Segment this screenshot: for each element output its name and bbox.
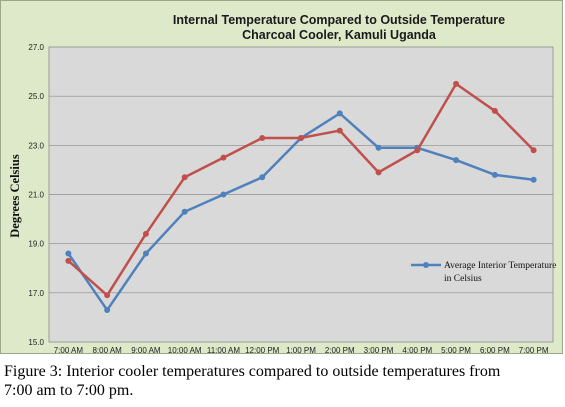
- data-point: [142, 230, 149, 237]
- data-point: [181, 208, 188, 215]
- x-tick-label: 11:00 AM: [207, 346, 241, 355]
- x-tick-label: 3:00 PM: [364, 346, 394, 355]
- data-point: [530, 176, 537, 183]
- y-tick-label: 17.0: [28, 289, 44, 298]
- data-point: [65, 257, 72, 264]
- data-point: [220, 191, 227, 198]
- legend: Average Interior Temperature in Celsius: [411, 261, 556, 284]
- y-tick-label: 25.0: [28, 92, 44, 101]
- x-axis-ticks: 7:00 AM 8:00 AM 9:00 AM 10:00 AM 11:00 AM 12:…: [54, 346, 549, 355]
- x-tick-label: 4:00 PM: [402, 346, 432, 355]
- figure-caption: Figure 3: Interior cooler temperatures c…: [4, 362, 560, 400]
- series-2: [65, 80, 537, 299]
- data-point: [453, 80, 460, 87]
- chart-title: Internal Temperature Compared to Outside…: [173, 13, 505, 27]
- data-point: [142, 250, 149, 257]
- x-tick-label: 7:00 PM: [519, 346, 549, 355]
- y-axis-ticks: 15.0 17.0 19.0 21.0 23.0 25.0 27.0: [28, 43, 44, 347]
- data-point: [298, 134, 304, 141]
- data-point: [259, 134, 266, 141]
- data-point: [414, 147, 421, 154]
- x-tick-label: 6:00 PM: [480, 346, 510, 355]
- data-point: [181, 174, 188, 181]
- x-tick-label: 9:00 AM: [131, 346, 161, 355]
- caption-line-1: Figure 3: Interior cooler temperatures c…: [4, 363, 501, 380]
- x-tick-label: 8:00 AM: [92, 346, 122, 355]
- y-tick-label: 21.0: [28, 191, 44, 200]
- y-tick-label: 23.0: [28, 141, 44, 150]
- data-point: [336, 110, 343, 117]
- x-tick-label: 1:00 PM: [286, 346, 316, 355]
- line-chart: Internal Temperature Compared to Outside…: [8, 13, 556, 355]
- data-point: [336, 127, 343, 134]
- chart-subtitle: Charcoal Cooler, Kamuli Uganda: [242, 28, 437, 42]
- data-point: [375, 144, 382, 151]
- y-axis-label: Degrees Celsius: [8, 154, 22, 238]
- series-group: [65, 80, 537, 314]
- legend-label-line1: Average Interior Temperature: [444, 261, 556, 271]
- data-point: [491, 107, 498, 114]
- legend-label-line2: in Celsius: [444, 274, 482, 284]
- x-tick-label: 5:00 PM: [441, 346, 471, 355]
- data-point: [530, 147, 537, 154]
- data-point: [259, 174, 266, 181]
- chart-panel: Internal Temperature Compared to Outside…: [0, 0, 563, 355]
- y-tick-label: 27.0: [28, 43, 44, 52]
- legend-swatch-marker: [423, 262, 429, 268]
- x-tick-label: 2:00 PM: [325, 346, 355, 355]
- data-point: [104, 292, 111, 299]
- caption-line-2: 7:00 am to 7:00 pm.: [4, 382, 134, 399]
- data-point: [104, 307, 111, 314]
- y-tick-label: 19.0: [28, 240, 44, 249]
- data-point: [220, 154, 227, 161]
- data-point: [491, 171, 498, 178]
- y-tick-label: 15.0: [28, 338, 44, 347]
- gridlines: [49, 95, 553, 294]
- data-point: [453, 157, 460, 164]
- x-tick-label: 10:00 AM: [168, 346, 202, 355]
- data-point: [375, 169, 382, 176]
- data-point: [65, 250, 72, 257]
- x-tick-label: 12:00 PM: [245, 346, 280, 355]
- x-tick-label: 7:00 AM: [54, 346, 84, 355]
